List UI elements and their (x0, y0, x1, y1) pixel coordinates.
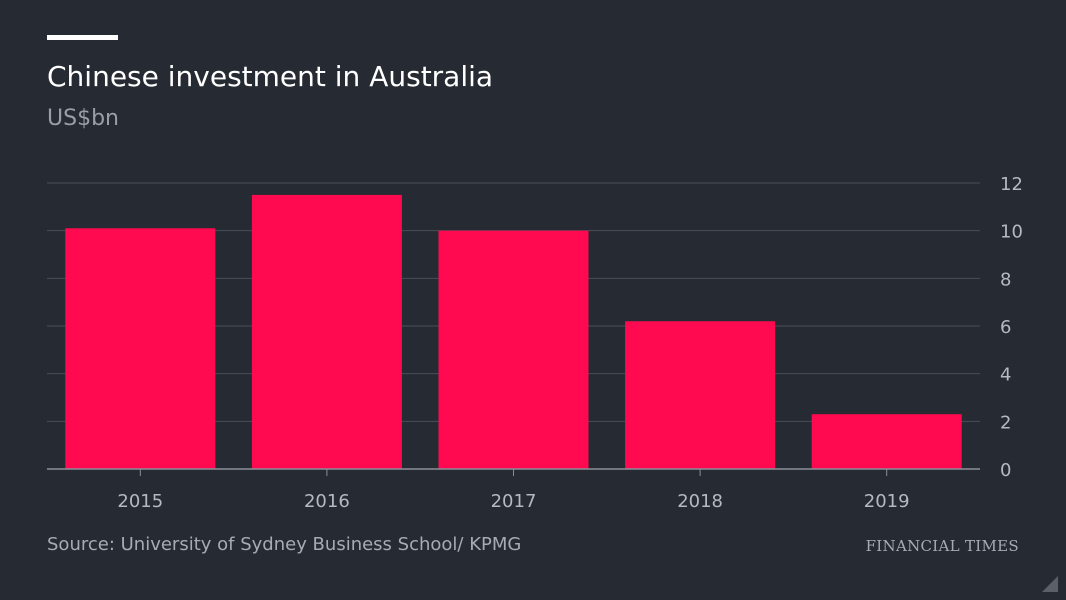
bar-2016 (251, 194, 402, 469)
x-tick-label: 2018 (677, 491, 723, 512)
y-tick-label: 6 (1000, 317, 1011, 338)
header-accent-rule (47, 35, 118, 40)
brand-logo: FINANCIAL TIMES (865, 537, 1019, 555)
y-tick-label: 4 (1000, 365, 1011, 386)
y-tick-label: 10 (1000, 222, 1023, 243)
x-tick-label: 2015 (117, 491, 163, 512)
chart-subtitle: US$bn (47, 106, 119, 131)
x-tick-label: 2016 (304, 491, 350, 512)
chart-title: Chinese investment in Australia (47, 60, 494, 93)
y-tick-label: 8 (1000, 269, 1011, 290)
bar-2015 (65, 228, 216, 469)
x-tick-label: 2017 (491, 491, 537, 512)
y-tick-label: 0 (1000, 460, 1011, 481)
source-note: Source: University of Sydney Business Sc… (47, 534, 522, 555)
bar-2018 (625, 321, 776, 469)
bar-2019 (811, 414, 962, 469)
bar-2017 (438, 230, 589, 469)
x-tick-label: 2019 (864, 491, 910, 512)
y-tick-label: 12 (1000, 174, 1023, 195)
y-tick-label: 2 (1000, 412, 1011, 433)
resize-corner-icon (1042, 576, 1058, 592)
